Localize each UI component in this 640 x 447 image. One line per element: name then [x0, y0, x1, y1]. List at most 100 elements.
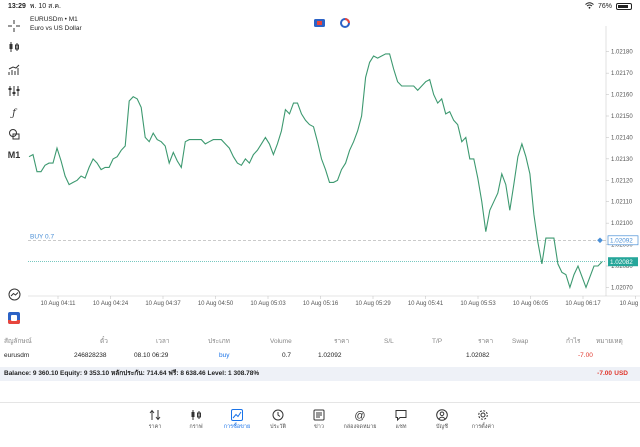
chart-description: Euro vs US Dollar — [30, 25, 82, 32]
tab-news-label: ข่าว — [314, 424, 324, 430]
price-tick-label: 1.02110 — [611, 200, 633, 206]
price-tick-label: 1.02140 — [611, 135, 633, 141]
mailbox-icon: @ — [354, 410, 366, 422]
position-profit: -7.00 — [578, 352, 593, 359]
time-tick-label: 10 Aug 05:29 — [355, 301, 391, 307]
price-tick-label: 1.02160 — [611, 93, 633, 99]
time-tick-label: 10 Aug 04:50 — [198, 301, 234, 307]
col-price: ราคา — [334, 338, 350, 345]
arrows-updown-icon — [134, 409, 176, 423]
time-tick-label: 10 Aug 04:24 — [93, 301, 129, 307]
account-icon — [421, 409, 463, 423]
one-click-trading-icon[interactable] — [4, 308, 24, 328]
gear-icon — [462, 409, 504, 423]
time-axis: 10 Aug 04:11 10 Aug 04:24 10 Aug 04:37 10 A… — [41, 296, 640, 307]
trade-chart-icon — [216, 409, 258, 423]
positions-header: สัญลักษณ์ ตั๋ว เวลา ประเภท Volume ราคา S… — [0, 336, 640, 348]
status-right: 76% — [585, 1, 632, 11]
tab-mailbox[interactable]: @ กล่องจดหมาย — [339, 409, 381, 431]
history-icon — [257, 409, 299, 423]
tab-chat[interactable]: แชท — [380, 409, 422, 431]
quick-trade-buttons — [314, 18, 350, 28]
time-tick-label: 10 Aug 05:41 — [408, 301, 444, 307]
tab-history-label: ประวัติ — [269, 424, 287, 430]
balance-text: Balance: 9 360.10 Equity: 9 353.10 หลักป… — [4, 370, 260, 377]
position-symbol: eurusdm — [4, 352, 30, 359]
col-swap: Swap — [512, 338, 529, 345]
price-tick-label: 1.02080 — [611, 264, 633, 270]
price-series-line — [28, 53, 603, 290]
price-tick-label: 1.02090 — [611, 243, 633, 249]
col-current: ราคา — [478, 338, 494, 345]
chart-header: EURUSDm • M1 Euro vs US Dollar — [30, 15, 82, 33]
status-time: 13:29 — [8, 2, 26, 10]
time-tick-label: 10 Aug 05:53 — [460, 301, 496, 307]
position-open-price: 1.02092 — [318, 352, 342, 359]
price-tick-label: 1.02170 — [611, 71, 633, 77]
time-tick-label: 10 Aug 06:17 — [565, 301, 601, 307]
battery-icon — [616, 2, 632, 10]
tab-account[interactable]: บัญชี — [421, 409, 463, 431]
indicators-icon[interactable] — [4, 60, 24, 80]
candles-icon — [175, 409, 217, 423]
time-tick-label: 10 Aug 06:2 — [619, 301, 640, 307]
col-comment: หมายเหตุ — [596, 338, 623, 345]
chart-toolbar: ƒ M1 — [0, 12, 28, 324]
order-price-tag: 1.02092 — [607, 235, 639, 246]
price-axis: 1.02180 1.02170 1.02160 1.02150 1.02140 1.021… — [606, 50, 633, 291]
order-marker-icon[interactable] — [597, 237, 603, 244]
order-price-tag-text: 1.02092 — [610, 237, 633, 244]
tab-quotes-label: ราคา — [148, 424, 162, 430]
trade-mode-icon[interactable] — [4, 284, 24, 304]
time-tick-label: 10 Aug 05:03 — [250, 301, 286, 307]
price-tick-label: 1.02130 — [611, 157, 633, 163]
function-icon[interactable]: ƒ — [12, 107, 16, 119]
price-chart[interactable]: 1.02180 1.02170 1.02160 1.02150 1.02140 1.021… — [28, 12, 640, 332]
price-tick-label: 1.02150 — [611, 114, 633, 120]
tab-news[interactable]: ข่าว — [298, 409, 340, 431]
news-icon — [298, 409, 340, 423]
battery-percent: 76% — [597, 2, 612, 10]
order-line-label: BUY 0.7 — [30, 233, 54, 240]
price-tick-label: 1.02100 — [611, 221, 633, 227]
bid-price-tag: 1.02082 — [608, 257, 638, 267]
time-tick-label: 10 Aug 05:16 — [303, 301, 339, 307]
tab-settings-label: การตั้งค่า — [471, 424, 495, 430]
col-type: ประเภท — [208, 338, 230, 345]
tab-settings[interactable]: การตั้งค่า — [462, 409, 504, 431]
position-row[interactable]: eurusdm 246828238 08.10 06:29 buy 0.7 1.… — [0, 350, 640, 364]
position-type: buy — [219, 352, 230, 359]
tab-trade[interactable]: การซื้อขาย — [216, 409, 258, 431]
objects-icon[interactable] — [4, 81, 24, 101]
tab-account-label: บัญชี — [436, 424, 448, 430]
price-tick-label: 1.02120 — [611, 178, 633, 184]
balance-summary: Balance: 9 360.10 Equity: 9 353.10 หลักป… — [0, 367, 640, 381]
col-tp: T/P — [432, 338, 443, 345]
time-tick-label: 10 Aug 04:37 — [145, 301, 181, 307]
crosshair-icon[interactable] — [4, 16, 24, 36]
position-ticket: 246828238 — [74, 352, 107, 359]
chart-quick-buy-icon[interactable] — [340, 18, 350, 28]
col-ticket: ตั๋ว — [100, 338, 108, 345]
col-time: เวลา — [156, 338, 170, 345]
status-bar: 13:29 พ. 10 ส.ค. 76% — [0, 0, 640, 12]
chart-canvas[interactable]: 1.02180 1.02170 1.02160 1.02150 1.02140 1.021… — [28, 12, 640, 332]
timeframe-button[interactable]: M1 — [7, 150, 21, 160]
price-tick-label: 1.02180 — [611, 50, 633, 56]
currency: USD — [614, 370, 628, 377]
tab-chat-label: แชท — [395, 424, 407, 430]
chart-quick-sell-icon[interactable] — [314, 19, 325, 27]
tab-mailbox-label: กล่องจดหมาย — [343, 424, 377, 430]
tab-history[interactable]: ประวัติ — [257, 409, 299, 431]
time-tick-label: 10 Aug 04:11 — [41, 301, 77, 307]
chart-symbol: EURUSDm • M1 — [30, 16, 78, 23]
status-date: พ. 10 ส.ค. — [29, 2, 61, 10]
bottom-tab-bar: ราคา กราฟ การซื้อขาย ประวัติ ข่าว @ กล่อ… — [0, 402, 640, 447]
tab-chart[interactable]: กราฟ — [175, 409, 217, 431]
shapes-icon[interactable] — [4, 124, 24, 144]
tab-quotes[interactable]: ราคา — [134, 409, 176, 431]
total-profit: -7.00 — [597, 370, 612, 377]
chat-icon — [380, 409, 422, 423]
chart-type-icon[interactable] — [4, 37, 24, 57]
price-tick-label: 1.02070 — [611, 285, 633, 291]
